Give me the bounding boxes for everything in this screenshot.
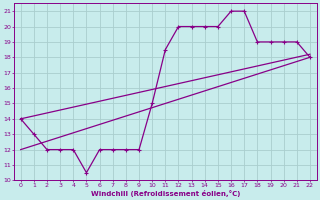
X-axis label: Windchill (Refroidissement éolien,°C): Windchill (Refroidissement éolien,°C) [91,190,240,197]
